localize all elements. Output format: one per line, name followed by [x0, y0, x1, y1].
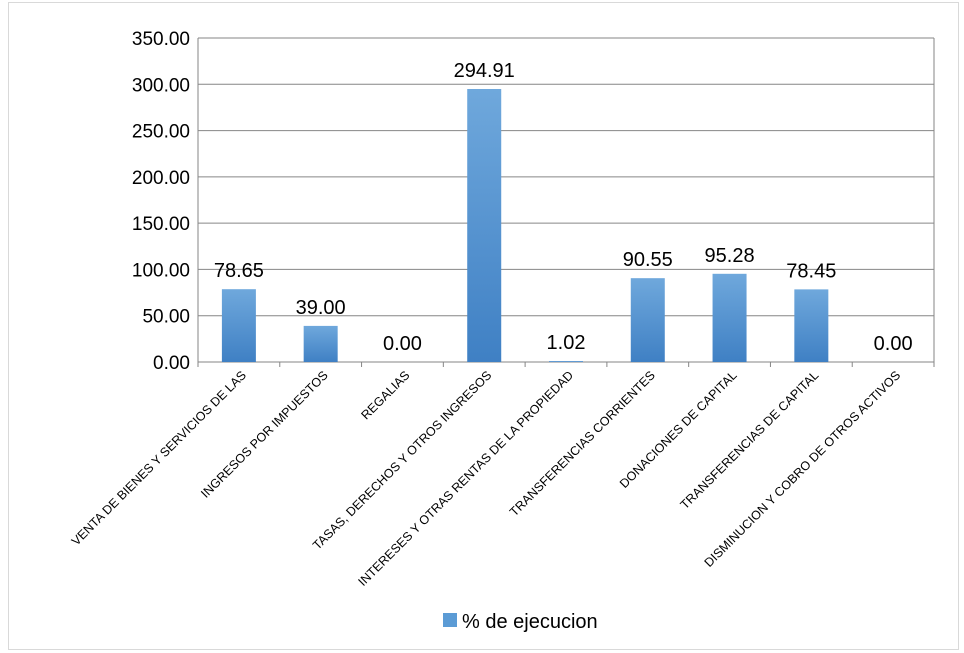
y-axis: 0.00 50.00 100.00 150.00 200.00 250.00 300.00 3… [132, 29, 190, 374]
bars [221, 88, 829, 363]
y-tick-label: 100.00 [132, 260, 190, 281]
category-label: REGALIAS [358, 368, 412, 422]
data-label: 90.55 [623, 249, 673, 271]
data-label: 95.28 [705, 245, 755, 267]
data-label: 0.00 [874, 333, 913, 355]
data-label: 1.02 [547, 332, 586, 354]
y-tick-label: 200.00 [132, 168, 190, 189]
bar [712, 273, 747, 362]
data-label: 78.65 [214, 260, 264, 282]
legend-label: % de ejecucion [462, 611, 598, 633]
y-tick-label: 300.00 [132, 75, 190, 96]
data-label: 294.91 [454, 60, 515, 82]
bar [303, 325, 338, 362]
y-tick-label: 0.00 [153, 353, 190, 374]
category-label: VENTA DE BIENES Y SERVICIOS DE LAS [69, 368, 249, 548]
bar [630, 278, 665, 362]
x-axis: VENTA DE BIENES Y SERVICIOS DE LASINGRES… [69, 368, 903, 589]
category-label: TASAS, DERECHOS Y OTROS INGRESOS [310, 368, 494, 552]
y-tick-label: 350.00 [132, 29, 190, 50]
data-label: 0.00 [383, 333, 422, 355]
bar [549, 361, 583, 362]
data-label: 78.45 [786, 260, 836, 282]
category-label: TRANSFERENCIAS DE CAPITAL [678, 368, 822, 512]
category-label: DISMINUCION Y COBRO DE OTROS ACTIVOS [702, 368, 904, 570]
category-label: TRANSFERENCIAS CORRIENTES [507, 368, 658, 519]
bar [794, 289, 829, 362]
y-tick-label: 250.00 [132, 122, 190, 143]
y-tick-label: 50.00 [142, 307, 190, 328]
y-tick-label: 150.00 [132, 214, 190, 235]
legend: % de ejecucion [443, 611, 598, 633]
bar [467, 88, 502, 363]
bar [221, 289, 256, 362]
data-label: 39.00 [296, 297, 346, 319]
data-labels: 78.65 39.00 0.00 294.91 1.02 90.55 95.28 78.45 0… [214, 60, 913, 355]
legend-swatch [443, 613, 457, 627]
